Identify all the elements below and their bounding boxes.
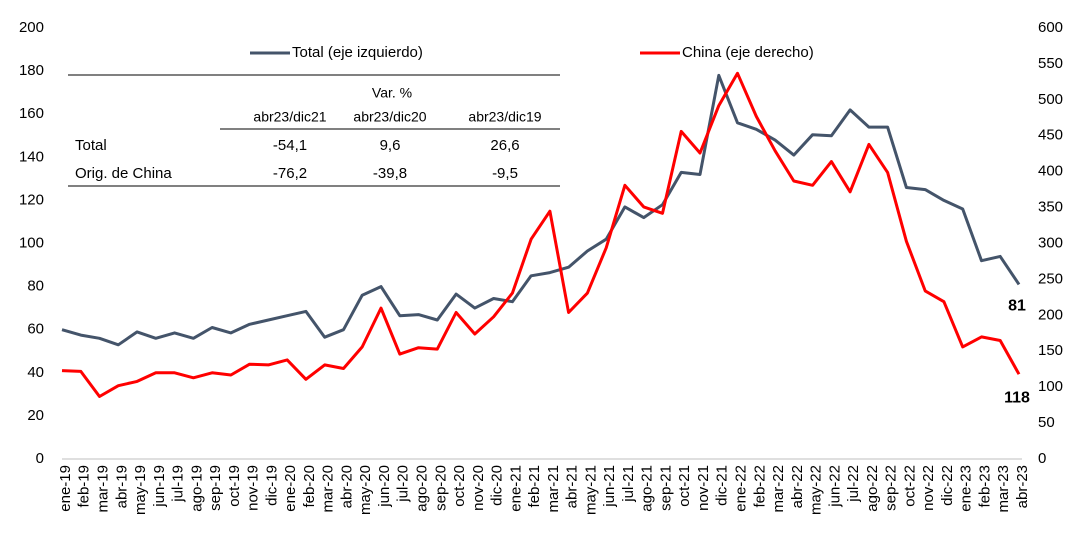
y-tick-label: 60 (27, 321, 44, 338)
x-tick-label: mar-22 (770, 465, 787, 513)
x-tick-label: mar-21 (545, 465, 562, 513)
table-row-label: Orig. de China (75, 165, 172, 182)
x-tick-label: ene-21 (507, 465, 524, 512)
x-tick-label: may-20 (357, 465, 374, 515)
y2-tick-label: 300 (1038, 234, 1063, 251)
y-tick-label: 100 (19, 234, 44, 251)
x-tick-label: ene-23 (958, 465, 975, 512)
x-tick-label: oct-21 (676, 465, 693, 507)
y2-tick-label: 350 (1038, 199, 1063, 216)
x-tick-label: dic-19 (263, 465, 280, 506)
x-tick-label: nov-20 (470, 465, 487, 511)
table-column-header: abr23/dic19 (468, 109, 541, 125)
x-tick-label: jun-19 (151, 465, 168, 508)
table-cell: 26,6 (490, 137, 519, 154)
y-tick-label: 120 (19, 191, 44, 208)
x-tick-label: jul-21 (620, 465, 637, 503)
table-column-header: abr23/dic20 (353, 109, 426, 125)
x-tick-label: oct-19 (226, 465, 243, 507)
x-tick-label: ago-21 (639, 465, 656, 512)
x-tick-label: jun-21 (601, 465, 618, 508)
legend-label: China (eje derecho) (682, 44, 814, 61)
data-label: 118 (1004, 389, 1030, 406)
y2-tick-label: 0 (1038, 450, 1046, 467)
x-tick-label: jun-20 (376, 465, 393, 508)
y-tick-label: 0 (36, 450, 44, 467)
data-line (61, 71, 1021, 398)
data-label: 81 (1008, 298, 1026, 315)
x-tick-label: feb-21 (526, 465, 543, 508)
y2-tick-label: 100 (1038, 378, 1063, 395)
x-tick-label: abr-20 (338, 465, 355, 508)
x-tick-label: feb-20 (301, 465, 318, 508)
table-cell: 9,6 (380, 137, 401, 154)
x-tick-label: ene-22 (732, 465, 749, 512)
x-tick-label: ene-19 (57, 465, 74, 512)
table-cell: -76,2 (273, 165, 307, 182)
y2-tick-label: 550 (1038, 55, 1063, 72)
x-tick-label: feb-23 (976, 465, 993, 508)
x-tick-label: may-22 (808, 465, 825, 515)
x-tick-label: ago-22 (864, 465, 881, 512)
table-cell: -9,5 (492, 165, 518, 182)
y-tick-label: 20 (27, 407, 44, 424)
x-tick-label: abr-22 (789, 465, 806, 508)
table-column-header: abr23/dic21 (253, 109, 326, 125)
x-tick-label: dic-22 (939, 465, 956, 506)
y2-tick-label: 50 (1038, 414, 1055, 431)
x-tick-label: nov-21 (695, 465, 712, 511)
x-tick-label: jul-22 (845, 465, 862, 503)
x-tick-label: sep-22 (883, 465, 900, 511)
legend-label: Total (eje izquierdo) (292, 44, 423, 61)
x-tick-label: feb-19 (76, 465, 93, 508)
y2-tick-label: 200 (1038, 306, 1063, 323)
x-tick-label: ago-19 (188, 465, 205, 512)
y-tick-label: 200 (19, 19, 44, 36)
x-tick-label: may-21 (582, 465, 599, 515)
x-tick-label: mar-23 (995, 465, 1012, 513)
x-tick-label: sep-21 (657, 465, 674, 511)
x-tick-label: feb-22 (751, 465, 768, 508)
table-cell: -54,1 (273, 137, 307, 154)
x-tick-label: mar-20 (320, 465, 337, 513)
y-tick-label: 40 (27, 364, 44, 381)
x-tick-label: dic-21 (714, 465, 731, 506)
y2-tick-label: 600 (1038, 19, 1063, 36)
x-tick-label: oct-22 (901, 465, 918, 507)
x-tick-label: nov-19 (245, 465, 262, 511)
x-tick-label: sep-20 (432, 465, 449, 511)
table-group-header: Var. % (372, 85, 412, 101)
data-line (61, 73, 1021, 347)
x-tick-label: dic-20 (489, 465, 506, 506)
x-tick-label: nov-22 (920, 465, 937, 511)
x-tick-label: abr-21 (564, 465, 581, 508)
y2-tick-label: 450 (1038, 127, 1063, 144)
y-tick-label: 140 (19, 148, 44, 165)
x-tick-label: ago-20 (413, 465, 430, 512)
x-tick-label: sep-19 (207, 465, 224, 511)
y2-tick-label: 150 (1038, 342, 1063, 359)
y2-tick-label: 250 (1038, 270, 1063, 287)
x-tick-label: mar-19 (94, 465, 111, 513)
x-tick-label: jul-19 (170, 465, 187, 503)
x-tick-label: may-19 (132, 465, 149, 515)
y-tick-label: 160 (19, 105, 44, 122)
x-tick-label: abr-19 (113, 465, 130, 508)
y2-tick-label: 500 (1038, 91, 1063, 108)
x-tick-label: ene-20 (282, 465, 299, 512)
y-tick-label: 180 (19, 62, 44, 79)
y-tick-label: 80 (27, 278, 44, 295)
x-tick-label: abr-23 (1014, 465, 1031, 508)
x-tick-label: jun-22 (826, 465, 843, 508)
x-tick-label: jul-20 (395, 465, 412, 503)
table-row-label: Total (75, 137, 107, 154)
y2-tick-label: 400 (1038, 163, 1063, 180)
x-tick-label: oct-20 (451, 465, 468, 507)
table-cell: -39,8 (373, 165, 407, 182)
